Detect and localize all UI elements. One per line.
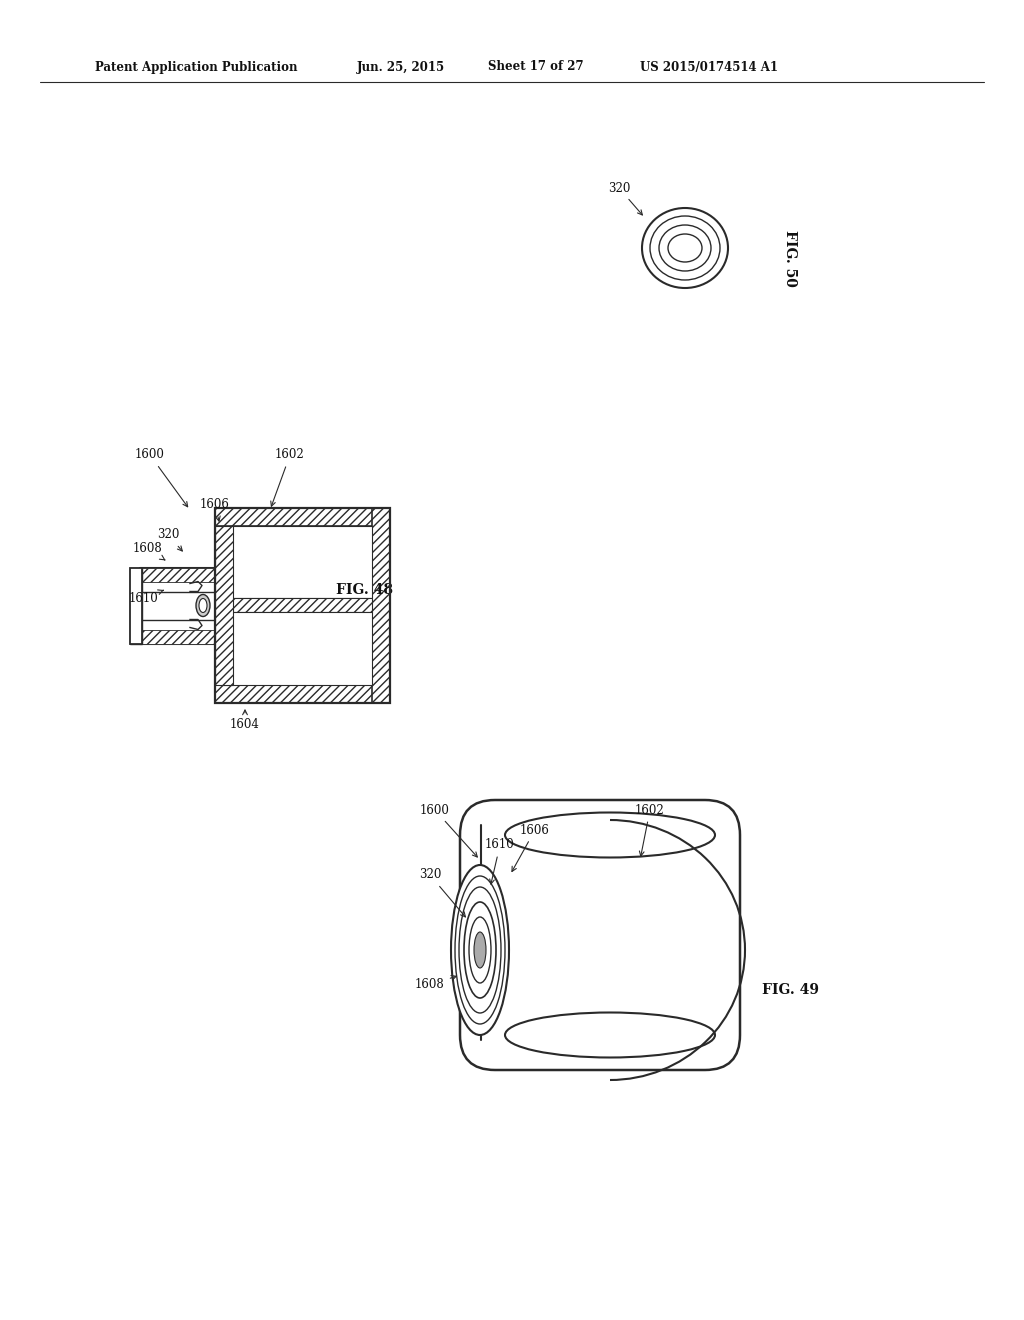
Bar xyxy=(215,685,390,704)
Text: 1606: 1606 xyxy=(200,499,230,521)
Text: FIG. 48: FIG. 48 xyxy=(337,583,393,597)
Text: FIG. 50: FIG. 50 xyxy=(783,230,797,286)
Ellipse shape xyxy=(451,865,509,1035)
Bar xyxy=(130,568,142,644)
Bar xyxy=(372,508,390,704)
Text: Sheet 17 of 27: Sheet 17 of 27 xyxy=(488,61,584,74)
Text: 1610: 1610 xyxy=(485,838,515,884)
Text: 1602: 1602 xyxy=(270,449,305,506)
Ellipse shape xyxy=(474,932,486,968)
Ellipse shape xyxy=(505,813,715,858)
Text: Patent Application Publication: Patent Application Publication xyxy=(95,61,298,74)
Ellipse shape xyxy=(668,234,702,261)
Bar xyxy=(215,508,390,525)
Ellipse shape xyxy=(459,887,501,1012)
Ellipse shape xyxy=(505,1012,715,1057)
Text: 1606: 1606 xyxy=(512,824,550,871)
Text: 1604: 1604 xyxy=(230,710,260,731)
Text: 1600: 1600 xyxy=(135,449,187,507)
Bar xyxy=(215,508,390,704)
Ellipse shape xyxy=(455,876,505,1024)
Bar xyxy=(215,525,233,685)
Text: 1608: 1608 xyxy=(415,975,456,991)
Text: 320: 320 xyxy=(419,869,465,917)
Text: US 2015/0174514 A1: US 2015/0174514 A1 xyxy=(640,61,778,74)
Ellipse shape xyxy=(199,598,207,612)
Ellipse shape xyxy=(196,594,210,616)
Text: 320: 320 xyxy=(608,181,642,215)
Bar xyxy=(220,612,372,685)
Text: 1610: 1610 xyxy=(128,590,164,605)
Bar xyxy=(130,568,142,644)
Ellipse shape xyxy=(464,902,496,998)
Text: 1600: 1600 xyxy=(420,804,477,857)
Text: Jun. 25, 2015: Jun. 25, 2015 xyxy=(357,61,445,74)
Text: 1608: 1608 xyxy=(133,543,165,560)
FancyBboxPatch shape xyxy=(460,800,740,1071)
Text: 320: 320 xyxy=(157,528,182,550)
Ellipse shape xyxy=(469,917,490,983)
Bar xyxy=(220,525,372,598)
Bar xyxy=(140,568,215,582)
Bar xyxy=(140,630,215,644)
Bar xyxy=(220,598,372,612)
Text: FIG. 49: FIG. 49 xyxy=(762,983,818,997)
Text: 1602: 1602 xyxy=(635,804,665,857)
